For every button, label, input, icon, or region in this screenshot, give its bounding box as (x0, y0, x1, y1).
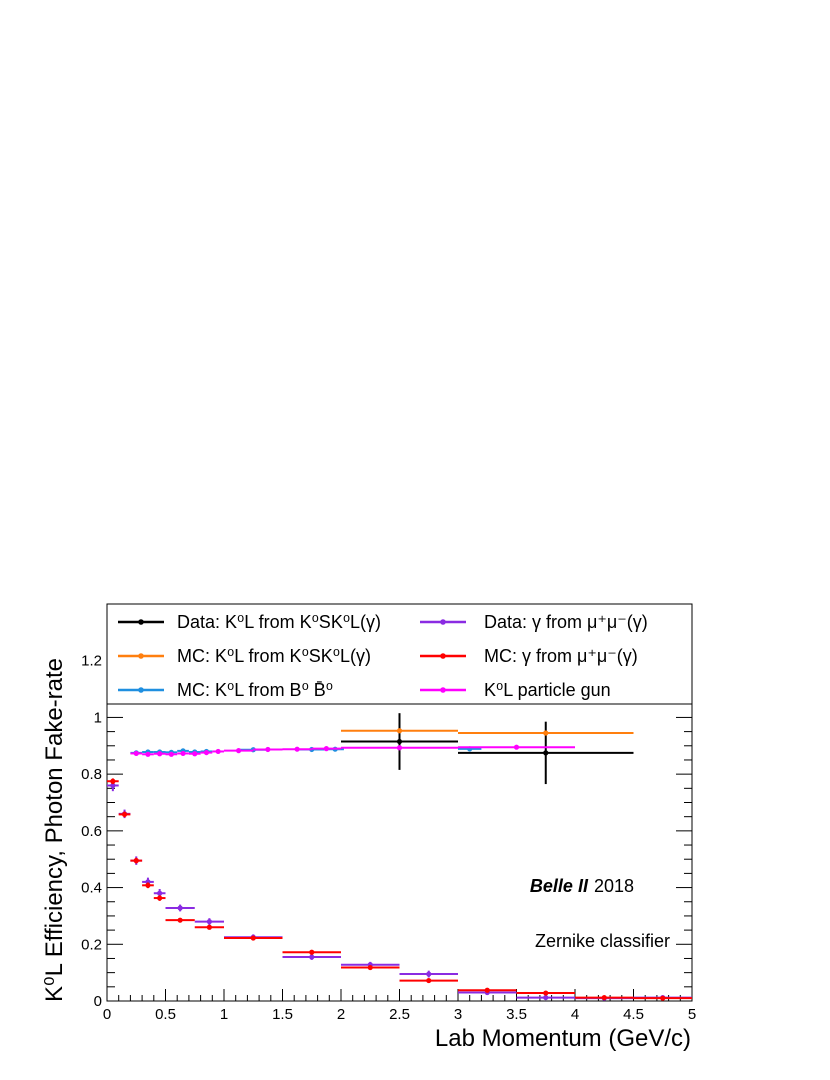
data-point (309, 954, 315, 960)
data-point (543, 994, 549, 1001)
legend-entry: K⁰L particle gun (420, 680, 611, 700)
data-point (660, 995, 666, 1001)
legend-swatch-marker (138, 653, 144, 659)
data-point (426, 971, 432, 977)
legend-entry: Data: γ from μ⁺μ⁻(γ) (420, 612, 648, 632)
x-tick-label: 0 (103, 1006, 111, 1023)
legend-swatch-marker (440, 653, 446, 659)
data-point (145, 882, 151, 888)
data-point (601, 994, 607, 1001)
data-point (396, 745, 403, 751)
x-tick-label: 0.5 (155, 1006, 176, 1023)
data-point (309, 949, 315, 955)
x-tick-label: 2 (337, 1006, 345, 1023)
legend-label: Data: γ from μ⁺μ⁻(γ) (484, 612, 648, 632)
legend-label: MC: K⁰L from K⁰SK⁰L(γ) (177, 646, 371, 666)
legend-entry: MC: K⁰L from B⁰ B̄⁰ (118, 680, 333, 700)
data-point (426, 977, 432, 984)
x-tick-label: 4.5 (623, 1006, 644, 1023)
data-point (215, 748, 221, 755)
classifier-annotation: Zernike classifier (535, 931, 670, 951)
data-point (543, 990, 549, 996)
x-tick-label: 3.5 (506, 1006, 527, 1023)
data-point (250, 935, 256, 941)
data-point (203, 749, 210, 756)
legend: Data: K⁰L from K⁰SK⁰L(γ) Data: γ from μ⁺μ… (106, 603, 693, 705)
legend-box (106, 603, 693, 705)
data-point (180, 750, 186, 757)
y-tick-label: 0.6 (81, 823, 102, 840)
data-point (145, 751, 151, 757)
experiment-year: 2018 (594, 876, 634, 896)
legend-label: Data: K⁰L from K⁰SK⁰L(γ) (177, 612, 381, 632)
data-point (157, 751, 163, 757)
data-point (543, 750, 549, 756)
legend-label: MC: K⁰L from B⁰ B̄⁰ (177, 680, 333, 700)
data-point (168, 751, 174, 757)
data-point (323, 746, 329, 752)
x-tick-label: 5 (688, 1006, 696, 1023)
y-tick-label: 1 (94, 709, 102, 726)
data-point (177, 905, 183, 911)
series-mc-kl-kskl (341, 728, 634, 736)
experiment-name: Belle II (530, 876, 589, 896)
data-point (396, 728, 403, 734)
experiment-annotation: Belle II 2018 (530, 876, 634, 896)
data-point (121, 811, 128, 818)
series-kl-particle-gun (130, 744, 575, 757)
legend-entry: MC: K⁰L from K⁰SK⁰L(γ) (118, 646, 371, 666)
data-point (110, 782, 116, 789)
legend-label: K⁰L particle gun (484, 680, 611, 700)
data-point (367, 964, 373, 971)
data-point (133, 750, 139, 757)
y-tick-label: 0.2 (81, 936, 102, 953)
legend-swatch-marker (440, 619, 446, 625)
x-tick-label: 1.5 (272, 1006, 293, 1023)
legend-label: MC: γ from μ⁺μ⁻(γ) (484, 646, 638, 666)
data-point (513, 744, 520, 750)
data-point (192, 751, 198, 757)
y-tick-label: 0.8 (81, 766, 102, 783)
data-point (206, 924, 212, 930)
y-tick-label: 1.2 (81, 653, 102, 670)
data-point (265, 746, 271, 753)
y-tick-label: 0.4 (81, 880, 102, 897)
data-point (206, 919, 212, 925)
data-point (157, 890, 163, 896)
data-point (157, 895, 163, 901)
data-series (107, 713, 692, 1001)
data-point (543, 730, 549, 736)
series-mc-gamma-mumu (107, 778, 692, 1001)
data-point (294, 746, 300, 752)
y-tick-label: 0 (94, 993, 102, 1010)
data-point (236, 748, 242, 754)
legend-swatch-marker (138, 619, 144, 625)
x-axis-title: Lab Momentum (GeV/c) (435, 1025, 691, 1052)
y-axis-title: K⁰L Efficiency, Photon Fake-rate (41, 658, 68, 1002)
x-tick-label: 4 (571, 1006, 579, 1023)
data-point (133, 858, 139, 864)
legend-entry: MC: γ from μ⁺μ⁻(γ) (420, 646, 638, 666)
legend-swatch-marker (440, 687, 446, 693)
legend-entry: Data: K⁰L from K⁰SK⁰L(γ) (118, 612, 381, 632)
data-point (396, 738, 403, 745)
legend-swatch-marker (138, 687, 144, 693)
x-tick-label: 2.5 (389, 1006, 410, 1023)
data-point (484, 987, 490, 993)
x-tick-label: 3 (454, 1006, 462, 1023)
x-tick-label: 1 (220, 1006, 228, 1023)
data-point (177, 917, 183, 923)
data-point (110, 778, 116, 784)
